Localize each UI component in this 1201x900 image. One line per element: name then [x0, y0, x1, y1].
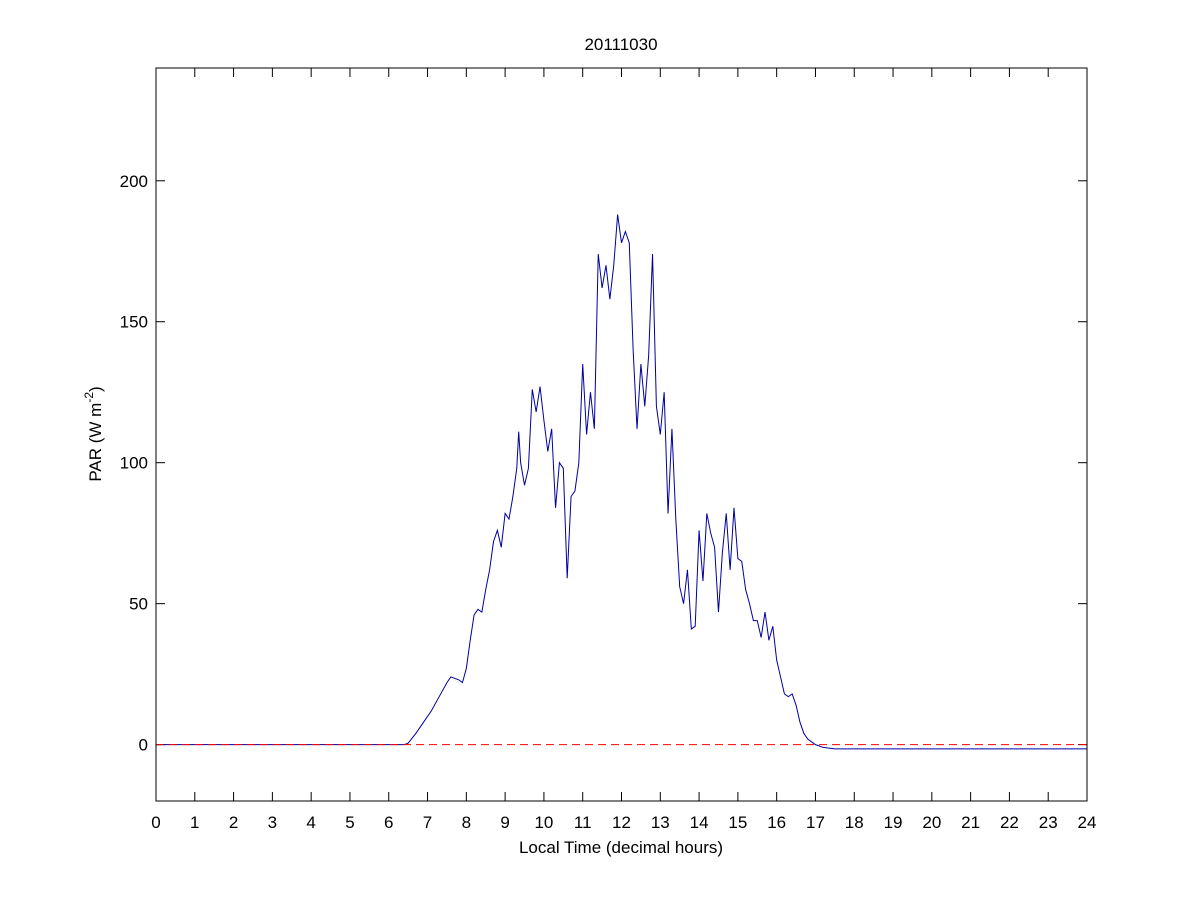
x-tick-label: 16 — [767, 813, 786, 832]
x-tick-label: 22 — [1000, 813, 1019, 832]
x-tick-label: 4 — [306, 813, 315, 832]
x-tick-label: 17 — [806, 813, 825, 832]
y-axis-label: PAR (W m-2) — [82, 386, 105, 481]
x-tick-label: 3 — [268, 813, 277, 832]
y-label-end: ) — [86, 386, 105, 392]
x-tick-label: 10 — [534, 813, 553, 832]
x-tick-label: 13 — [651, 813, 670, 832]
x-tick-label: 20 — [922, 813, 941, 832]
data-line — [156, 214, 1087, 750]
x-axis-label: Local Time (decimal hours) — [519, 838, 723, 857]
x-tick-label: 14 — [690, 813, 709, 832]
y-tick-label: 100 — [120, 454, 148, 473]
y-tick-label: 0 — [139, 736, 148, 755]
x-tick-label: 23 — [1039, 813, 1058, 832]
x-tick-label: 19 — [884, 813, 903, 832]
x-tick-label: 5 — [345, 813, 354, 832]
x-tick-label: 21 — [961, 813, 980, 832]
x-tick-label: 18 — [845, 813, 864, 832]
x-tick-label: 9 — [500, 813, 509, 832]
x-tick-label: 12 — [612, 813, 631, 832]
y-label-sup: -2 — [82, 392, 96, 403]
x-tick-label: 11 — [574, 813, 592, 832]
x-tick-label: 0 — [151, 813, 160, 832]
chart-title: 20111030 — [584, 35, 657, 54]
y-tick-label: 150 — [120, 313, 148, 332]
x-tick-label: 24 — [1078, 813, 1097, 832]
y-tick-label: 50 — [129, 595, 148, 614]
x-tick-label: 2 — [229, 813, 238, 832]
x-tick-label: 7 — [423, 813, 432, 832]
y-label-text: PAR (W m — [86, 403, 105, 482]
y-tick-label: 200 — [120, 172, 148, 191]
plot-frame — [155, 67, 1088, 802]
x-tick-label: 1 — [190, 813, 199, 832]
x-tick-label: 8 — [462, 813, 471, 832]
x-tick-label: 15 — [728, 813, 747, 832]
x-tick-label: 6 — [384, 813, 393, 832]
